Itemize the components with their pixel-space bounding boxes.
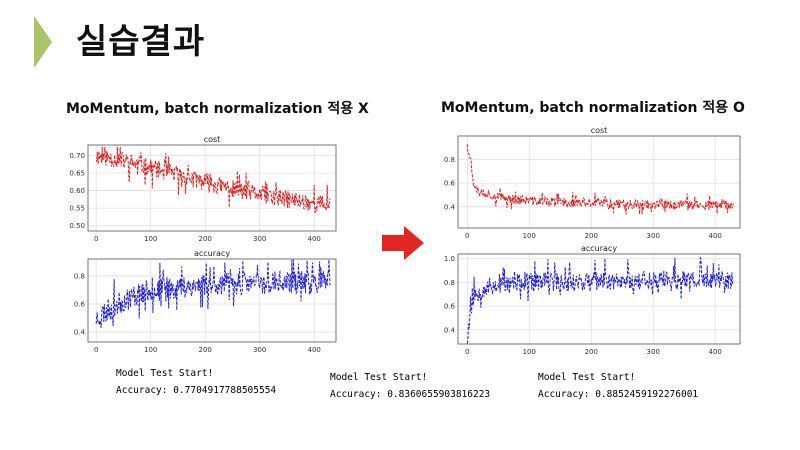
x-tick-label: 400 bbox=[308, 346, 321, 354]
plot-frame bbox=[457, 135, 741, 229]
series-line bbox=[95, 259, 331, 329]
x-tick-label: 100 bbox=[523, 232, 536, 240]
plot-frame bbox=[87, 258, 337, 343]
y-tick-label: 0.50 bbox=[69, 222, 85, 230]
left-cost-chart: cost 0 100 200 300 400 0.50 0.55 0.60 0.65 0.70 bbox=[52, 130, 342, 245]
y-tick-label: 0.6 bbox=[74, 301, 86, 309]
right-cost-chart: cost 0 100 200 300 400 0.4 0.6 0.8 bbox=[428, 122, 748, 242]
y-tick-label: 0.8 bbox=[444, 279, 455, 287]
x-tick-label: 200 bbox=[585, 232, 598, 240]
y-tick-label: 0.4 bbox=[444, 203, 456, 211]
y-tick-label: 0.8 bbox=[444, 156, 455, 164]
x-tick-label: 400 bbox=[709, 348, 722, 356]
y-tick-label: 0.6 bbox=[444, 303, 456, 311]
left-test-label: Model Test Start! bbox=[116, 368, 214, 379]
y-tick-label: 0.4 bbox=[444, 326, 456, 334]
x-tick-label: 400 bbox=[709, 232, 722, 240]
plot-frame bbox=[87, 144, 337, 232]
y-tick-label: 0.6 bbox=[444, 180, 456, 188]
chart-title: accuracy bbox=[581, 244, 617, 253]
x-tick-label: 300 bbox=[253, 235, 266, 243]
x-tick-label: 300 bbox=[647, 232, 660, 240]
left-cost-plot: cost 0 100 200 300 400 0.50 0.55 0.60 0.65 0.70 bbox=[69, 135, 337, 243]
x-tick-label: 0 bbox=[465, 232, 469, 240]
y-tick-label: 0.70 bbox=[69, 152, 85, 160]
y-tick-label: 1.0 bbox=[444, 255, 455, 263]
right-accuracy-text-1: Accuracy: 0.8360655903816223 bbox=[330, 389, 491, 400]
series-line bbox=[95, 146, 331, 214]
x-tick-label: 200 bbox=[198, 346, 211, 354]
right-arrow-icon bbox=[382, 226, 424, 260]
plot-frame bbox=[457, 253, 741, 345]
series-line bbox=[466, 256, 734, 344]
page-title: 실습결과 bbox=[76, 22, 206, 62]
x-tick-label: 0 bbox=[465, 348, 469, 356]
x-tick-label: 100 bbox=[523, 348, 536, 356]
chart-title: cost bbox=[204, 135, 221, 144]
left-accuracy-text: Accuracy: 0.7704917788505554 bbox=[116, 385, 277, 396]
right-accuracy-chart: accuracy 0 100 200 300 400 0.4 0.6 0.8 1.0 bbox=[428, 240, 748, 362]
right-accuracy-plot: accuracy 0 100 200 300 400 0.4 0.6 0.8 1.0 bbox=[444, 244, 741, 356]
chart-title: cost bbox=[591, 126, 608, 135]
x-tick-label: 0 bbox=[94, 346, 98, 354]
right-test-label-1: Model Test Start! bbox=[330, 372, 428, 383]
left-accuracy-chart: accuracy 0 100 200 300 400 0.4 0.6 0.8 bbox=[52, 245, 342, 360]
x-tick-label: 400 bbox=[308, 235, 321, 243]
x-tick-label: 200 bbox=[585, 348, 598, 356]
x-tick-label: 0 bbox=[94, 235, 98, 243]
y-tick-label: 0.55 bbox=[69, 205, 85, 213]
y-tick-label: 0.65 bbox=[69, 170, 85, 178]
chart-title: accuracy bbox=[194, 249, 230, 258]
chevron-icon bbox=[34, 16, 52, 68]
right-test-label-2: Model Test Start! bbox=[538, 372, 636, 383]
right-accuracy-text-2: Accuracy: 0.8852459192276001 bbox=[538, 389, 699, 400]
right-heading: MoMentum, batch normalization 적용 O bbox=[441, 100, 745, 116]
left-heading: MoMentum, batch normalization 적용 X bbox=[66, 101, 369, 117]
x-tick-label: 100 bbox=[144, 235, 157, 243]
left-accuracy-plot: accuracy 0 100 200 300 400 0.4 0.6 0.8 bbox=[74, 249, 337, 354]
y-tick-label: 0.60 bbox=[69, 187, 85, 195]
series-line bbox=[466, 144, 734, 215]
y-tick-label: 0.4 bbox=[74, 329, 86, 337]
x-tick-label: 200 bbox=[198, 235, 211, 243]
right-cost-plot: cost 0 100 200 300 400 0.4 0.6 0.8 bbox=[444, 126, 741, 240]
x-tick-label: 300 bbox=[253, 346, 266, 354]
y-tick-label: 0.8 bbox=[74, 272, 85, 280]
x-tick-label: 300 bbox=[647, 348, 660, 356]
x-tick-label: 100 bbox=[144, 346, 157, 354]
